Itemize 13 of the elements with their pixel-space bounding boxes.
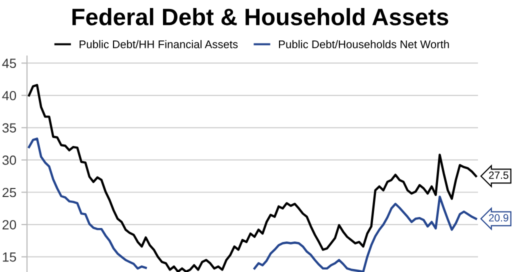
data-label: 20.9 (489, 214, 508, 222)
chart-title: Federal Debt & Household Assets (72, 8, 448, 26)
y-tick-label: 25 (2, 188, 16, 198)
line-series (28, 84, 478, 272)
y-tick-label: 20 (2, 220, 16, 230)
y-tick-label: 30 (2, 156, 16, 165)
data-label: 27.5 (489, 172, 508, 179)
y-tick-label: 35 (2, 123, 16, 133)
y-tick-label: 45 (2, 58, 16, 68)
y-tick-label: 15 (2, 252, 16, 262)
y-tick-label: 40 (2, 90, 16, 100)
legend-label: Public Debt/HH Financial Assets (80, 40, 238, 48)
legend-label: Public Debt/Households Net Worth (279, 40, 449, 48)
